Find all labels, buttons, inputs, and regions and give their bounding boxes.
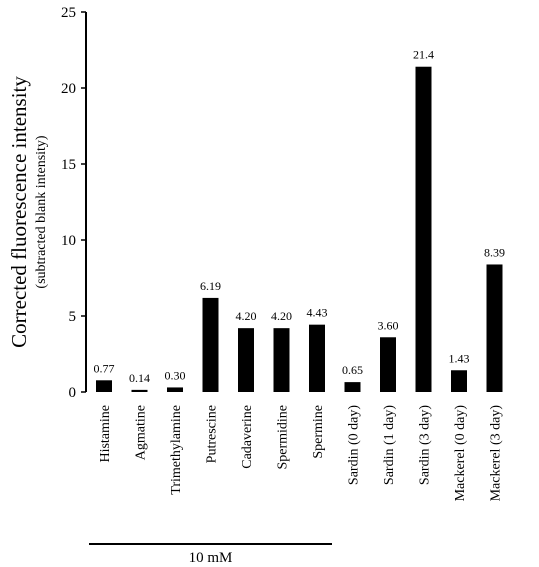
y-axis-subtitle: (subtracted blank intensity) [34,135,49,289]
data-label: 8.39 [484,245,505,259]
data-label: 4.20 [271,309,292,323]
x-category-label: Agmatine [134,405,149,460]
bar [273,328,290,392]
bar [96,380,112,392]
x-category-label: Sardin (1 day) [382,405,397,485]
x-category-label: Sardin (0 day) [347,405,362,485]
data-label: 0.14 [129,371,150,385]
bars [96,66,503,392]
data-label: 0.65 [342,363,363,377]
x-category-label: Putrescine [205,405,220,463]
bar [380,337,396,392]
y-axis-title: Corrected fluorescence intensity [7,76,31,348]
x-category-labels: Histamine Agmatine Trimethylamine Putrescin… [98,405,504,502]
y-tick-label: 20 [61,81,76,97]
data-label: 0.30 [165,368,186,382]
y-tick-label: 0 [69,385,77,401]
bar [202,297,219,392]
bar [486,264,503,392]
bar [344,382,361,392]
x-category-label: Histamine [98,405,113,463]
y-tick-label: 10 [61,233,76,249]
y-axis: 0 5 10 15 20 25 [61,5,87,401]
data-labels: 0.77 0.14 0.30 6.19 4.20 4.20 4.43 0.65 3.60 21.4… [94,48,506,385]
x-category-label: Cadaverine [240,405,255,469]
bar [238,328,254,392]
x-category-label: Spermidine [276,405,291,470]
data-label: 3.60 [378,318,399,332]
x-category-label: Mackerel (0 day) [453,405,468,502]
group-bracket-label: 10 mM [189,550,233,566]
bar [167,387,183,392]
data-label: 21.4 [413,48,434,62]
data-label: 4.20 [236,309,257,323]
x-category-label: Trimethylamine [169,405,184,495]
data-label: 4.43 [307,306,328,320]
bar [451,370,467,392]
y-tick-label: 25 [61,5,76,21]
y-tick-label: 5 [69,309,77,325]
data-label: 1.43 [449,351,470,365]
x-category-label: Mackerel (3 day) [489,405,504,502]
bar [415,66,432,392]
y-tick-label: 15 [61,157,76,173]
data-label: 0.77 [94,361,115,375]
bar [131,389,148,392]
bar [309,324,325,392]
data-label: 6.19 [200,279,221,293]
x-category-label: Sardin (3 day) [418,405,433,485]
x-category-label: Spermine [311,405,326,459]
